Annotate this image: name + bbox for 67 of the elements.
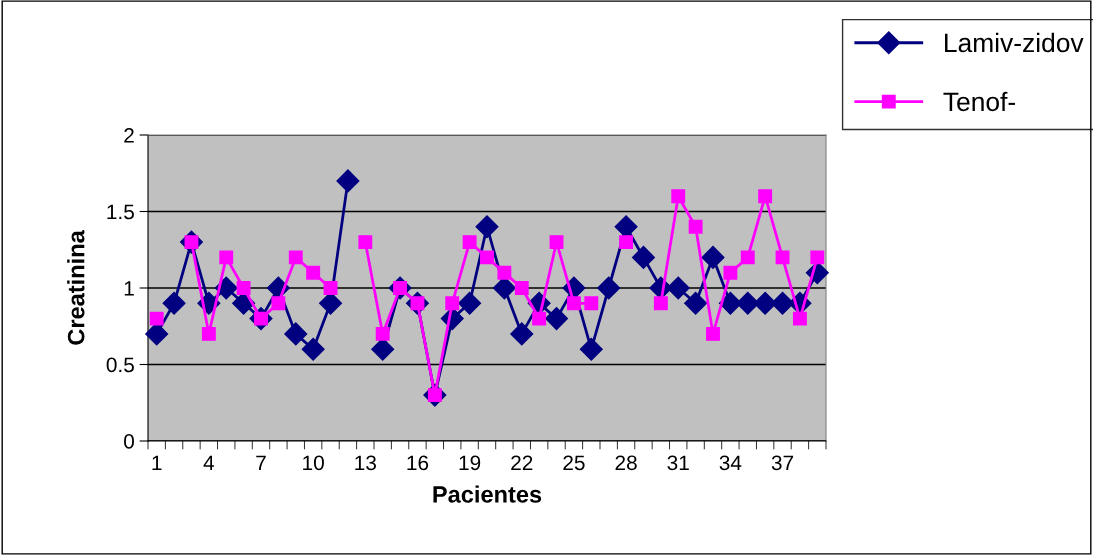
x-tick-label: 7 [256,455,266,470]
point [271,296,286,311]
x-tick-label: 13 [355,455,376,471]
point [201,326,216,341]
point [579,337,603,361]
legend-label: Tenof- [943,91,1016,112]
point [497,265,512,280]
x-tick-label: 34 [719,455,742,471]
point [666,276,690,300]
x-tick-label: 1 [152,455,162,470]
x-tick-label: 19 [459,455,481,471]
y-tick-label: 1.5 [107,204,134,220]
point [162,291,186,315]
x-tick-label: 22 [511,455,533,470]
y-tick-label: 2 [124,128,134,143]
point [445,296,460,311]
point [701,245,725,269]
point [810,250,825,265]
point [458,291,482,315]
point [301,337,325,361]
y-tick-label: 1 [124,281,134,296]
point [375,326,390,341]
point [684,291,708,315]
point [597,276,621,300]
point [631,245,655,269]
point [475,215,499,239]
point [584,296,599,311]
point [284,322,308,346]
point [653,296,668,311]
point [462,235,477,250]
x-tick-label: 4 [203,455,215,470]
point [619,235,634,250]
point [566,296,581,311]
y-axis-title: Creatinina [67,230,85,345]
point [219,250,234,265]
point [549,235,564,250]
point [545,307,569,331]
y-tick-label: 0 [124,434,134,449]
x-tick-label: 28 [615,455,637,471]
point [306,265,321,280]
point [792,311,807,326]
legend-label: Lamiv-zidov [945,32,1084,53]
x-tick-label: 37 [771,455,794,471]
point [753,291,777,315]
point [149,311,164,326]
x-axis-title: Pacientes [433,485,542,503]
x-tick-label: 31 [667,455,689,471]
y-tick-label: 0.5 [106,357,134,373]
point [775,250,790,265]
point [671,189,686,204]
point [480,250,494,265]
point [723,265,738,280]
x-tick-label: 16 [407,455,429,471]
point [758,189,773,204]
point [358,235,373,250]
x-tick-label: 25 [563,455,585,471]
point [510,322,534,346]
point [288,250,303,265]
point [532,311,547,326]
point [706,326,720,341]
point [236,281,251,295]
x-tick-label: 10 [303,455,324,471]
point [740,250,755,265]
point [688,219,703,234]
point [514,281,529,295]
point [323,281,338,295]
point [336,169,360,193]
